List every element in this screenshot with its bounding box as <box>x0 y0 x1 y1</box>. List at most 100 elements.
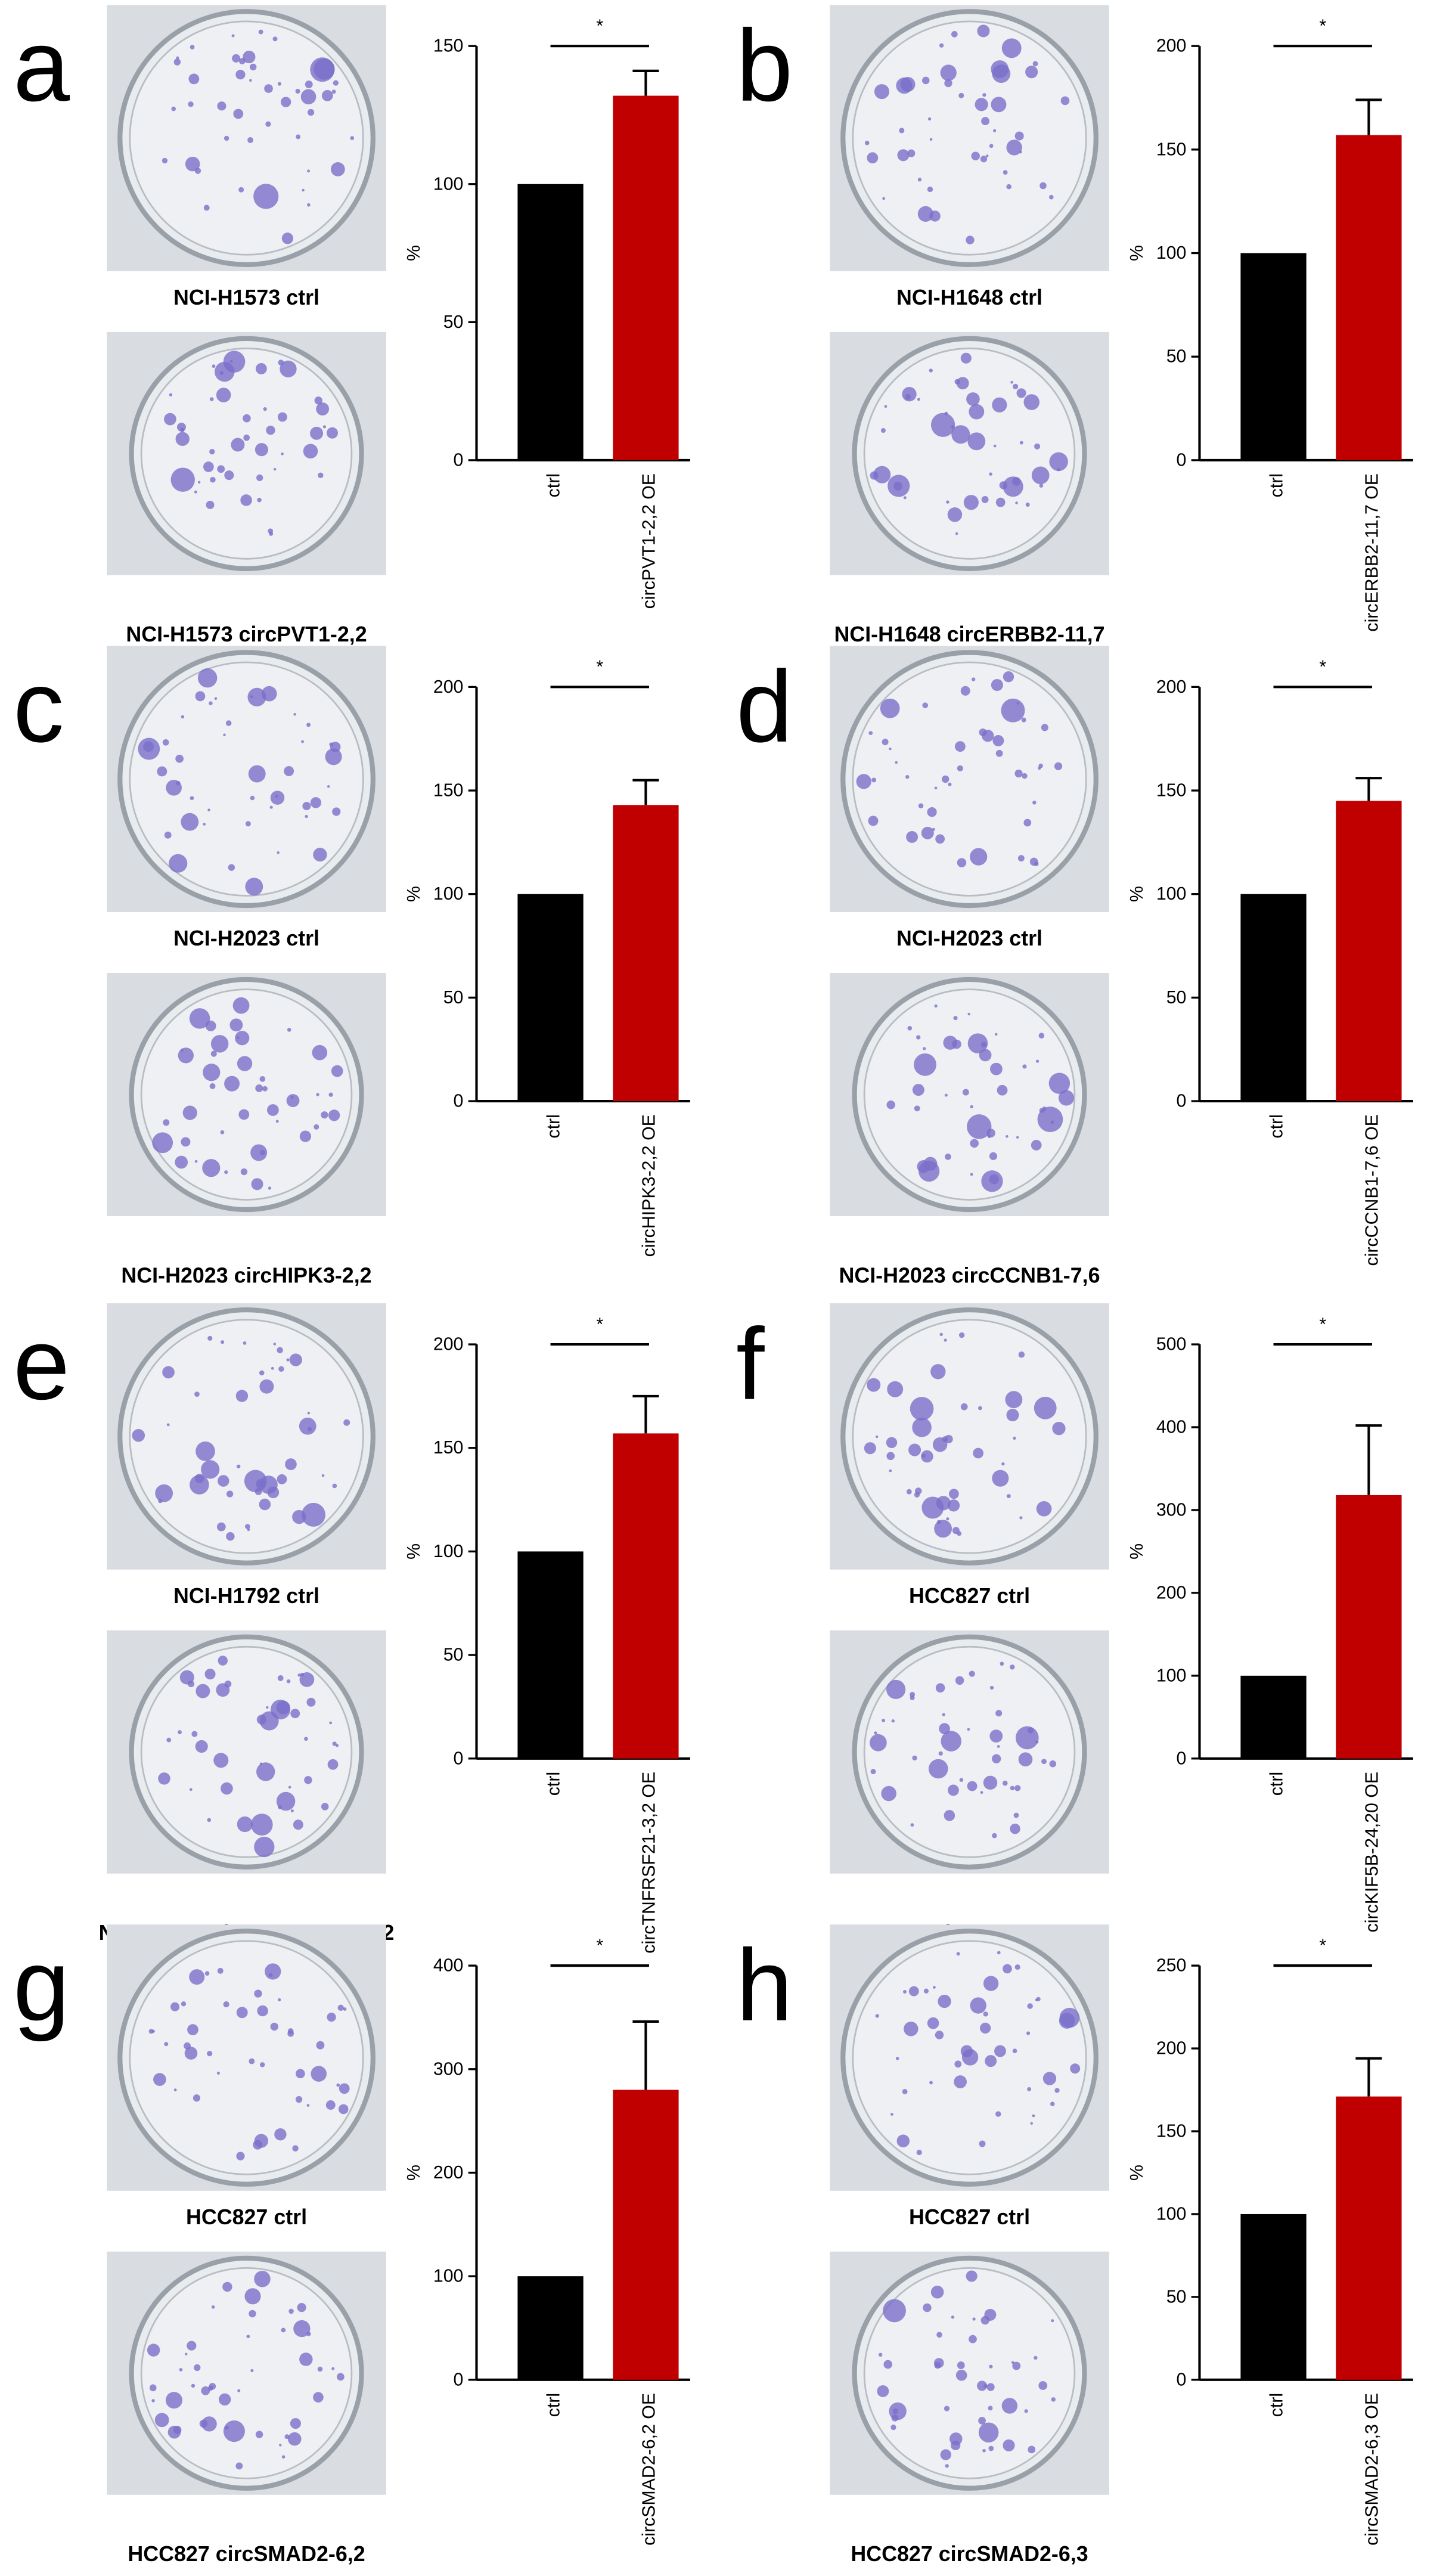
colony <box>977 2380 988 2391</box>
colony <box>991 97 1007 113</box>
image-caption: NCI-H1648 ctrl <box>896 286 1042 309</box>
colony <box>327 785 330 788</box>
colony <box>229 1018 243 1032</box>
colony <box>314 1124 319 1130</box>
colony <box>988 2405 993 2411</box>
colony <box>975 98 988 111</box>
colony <box>277 1675 284 1681</box>
colony <box>944 1810 955 1821</box>
colony <box>1003 170 1008 175</box>
y-tick-label: 0 <box>1177 1749 1187 1768</box>
y-tick-label: 100 <box>1156 243 1187 263</box>
colony <box>1018 1351 1025 1358</box>
colony <box>166 1423 170 1427</box>
colony <box>989 1685 994 1690</box>
y-axis-label: % <box>404 245 424 261</box>
colony <box>982 93 986 97</box>
colony <box>194 1160 198 1163</box>
colony <box>1016 702 1020 705</box>
image-caption: HCC827 ctrl <box>186 2205 307 2229</box>
colony <box>878 2352 883 2357</box>
colony <box>190 45 195 49</box>
colony <box>906 831 919 843</box>
colony <box>210 476 216 483</box>
colony <box>981 117 989 126</box>
colony <box>272 36 278 42</box>
colony <box>1049 1760 1057 1768</box>
colony <box>306 2104 310 2107</box>
colony <box>971 151 980 161</box>
error-bar <box>1355 777 1382 801</box>
colony <box>337 2373 345 2381</box>
colony <box>237 1816 253 1833</box>
colony <box>246 2335 250 2339</box>
colony <box>1041 724 1048 731</box>
colony <box>286 1679 291 1684</box>
y-tick-label: 0 <box>1177 450 1187 470</box>
colony <box>325 2100 336 2110</box>
colony <box>889 747 892 751</box>
colony <box>280 97 291 107</box>
colony <box>923 2303 932 2312</box>
colony <box>992 1470 1009 1487</box>
image-caption: HCC827 ctrl <box>909 1584 1030 1608</box>
colony <box>884 405 888 408</box>
colony <box>162 739 169 746</box>
colony <box>934 2362 941 2369</box>
colony <box>1001 1462 1005 1466</box>
colony <box>225 720 232 726</box>
colony <box>947 507 963 522</box>
colony <box>1006 1494 1011 1499</box>
colony <box>972 2317 976 2321</box>
colony <box>266 1104 279 1116</box>
colony <box>343 1419 350 1426</box>
colony <box>180 427 185 432</box>
colony <box>203 1064 221 1081</box>
colony <box>209 2383 216 2390</box>
bar <box>517 1551 584 1759</box>
colony <box>945 2464 949 2468</box>
colony <box>1006 1134 1009 1138</box>
colony <box>311 2066 327 2082</box>
significance-mark: * <box>596 17 603 36</box>
colony <box>954 2075 967 2088</box>
y-tick-label: 0 <box>1177 2370 1187 2389</box>
colony <box>151 2399 155 2403</box>
colony <box>1035 1059 1039 1063</box>
colony <box>247 687 266 706</box>
bar <box>1336 135 1402 460</box>
colony <box>235 70 246 80</box>
colony <box>957 2361 965 2369</box>
dish-inner <box>129 20 364 256</box>
dish-inner <box>852 1319 1087 1554</box>
colony <box>985 2055 997 2067</box>
panel-letter: e <box>13 1307 70 1421</box>
colony <box>927 117 932 121</box>
colony <box>995 2111 1001 2117</box>
colony <box>310 797 322 808</box>
colony <box>300 89 316 105</box>
colony <box>153 2073 166 2086</box>
colony <box>967 1012 970 1016</box>
colony <box>307 203 311 207</box>
colony <box>1006 140 1022 156</box>
colony <box>870 471 879 480</box>
x-tick-label: ctrl <box>1267 1772 1287 1796</box>
colony <box>187 2341 197 2351</box>
colony <box>967 1781 978 1791</box>
colony <box>218 1656 228 1666</box>
colony <box>196 1442 215 1461</box>
colony <box>286 1358 290 1362</box>
colony <box>895 2057 899 2060</box>
colony <box>980 156 988 163</box>
panel-letter: f <box>736 1307 765 1421</box>
colony <box>237 2389 241 2392</box>
colony <box>890 2113 893 2116</box>
colony <box>255 443 268 457</box>
colony <box>891 1719 895 1723</box>
colony <box>209 449 215 455</box>
y-tick-label: 0 <box>454 450 464 470</box>
colony <box>237 1056 253 1071</box>
colony <box>236 1464 241 1469</box>
